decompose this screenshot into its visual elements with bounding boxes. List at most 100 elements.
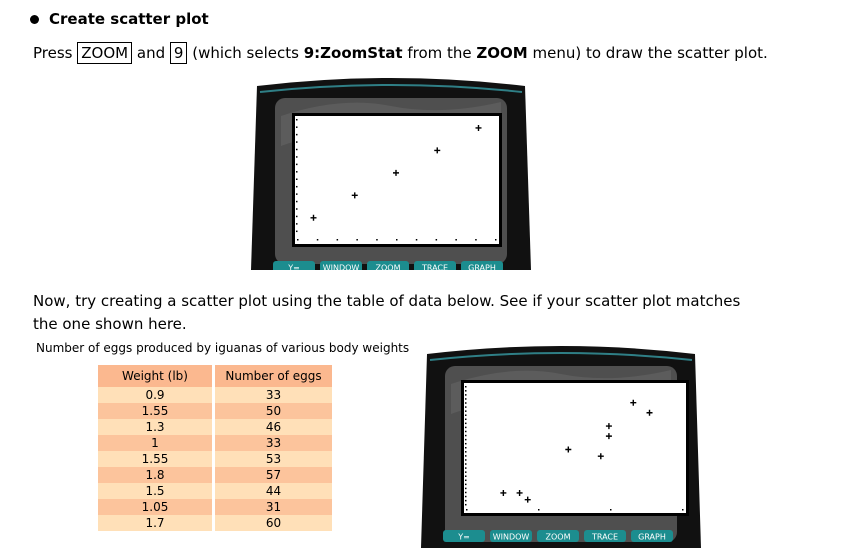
y-axis-tick [465,447,467,449]
header-weight: Weight (lb) [98,365,215,387]
data-point [597,453,604,460]
calc-key-label: TRACE [421,264,448,271]
y-axis-tick [465,398,467,400]
bullet-icon [30,14,39,24]
y-axis-tick [465,487,467,490]
eggs-cell: 33 [213,435,332,451]
y-axis-tick [465,451,467,453]
menu-item-name: 9:ZoomStat [303,44,403,62]
weight-cell: 1.55 [98,451,215,467]
y-axis-tick [296,193,298,195]
x-axis-tick [415,239,418,241]
calc-key [443,530,485,542]
y-axis-tick [296,163,298,166]
y-axis-tick [296,141,298,143]
data-point [565,446,572,453]
y-axis-tick [465,410,467,412]
x-axis-tick [396,239,398,241]
calc-key-label: WINDOW [323,264,360,271]
y-axis-tick [465,414,467,416]
data-point [646,409,653,416]
calc-key-label: ZOOM [546,533,571,542]
y-axis-tick [296,200,298,203]
x-axis-tick [475,239,477,241]
menu-name: ZOOM [476,44,528,62]
y-axis-tick [465,438,467,441]
x-axis-tick [356,239,358,241]
eggs-cell: 60 [213,515,332,531]
data-point [605,423,612,430]
table-row: 1.55 53 [98,451,332,467]
x-axis-tick [297,239,299,241]
y-axis-tick [465,406,467,408]
calc-key [461,261,503,270]
weight-cell: 1.05 [98,499,215,515]
y-axis-tick [465,475,467,477]
data-point [524,496,531,503]
data-point [500,489,507,496]
y-axis-tick [465,386,467,388]
y-axis-tick [465,463,467,465]
weight-cell: 1.55 [98,403,215,419]
y-axis-tick [296,215,298,218]
from-the-text: from the [407,44,472,62]
x-axis-tick [316,239,319,241]
y-axis-tick [465,418,467,421]
weight-cell: 0.9 [98,387,215,403]
data-point [475,124,482,131]
y-axis-tick [465,471,467,473]
data-point [351,192,358,199]
instruction-rest: menu) to draw the scatter plot. [532,44,768,62]
data-point [310,214,317,221]
calc-key-label: ZOOM [376,264,401,271]
scatter-plot-2 [465,386,684,511]
x-axis-tick [435,239,438,241]
y-axis-tick [465,390,467,392]
calc-key-label: GRAPH [638,533,666,542]
x-axis-tick [610,509,612,511]
y-axis-tick [296,208,298,210]
x-axis-tick [538,509,540,511]
table-row: 0.9 33 [98,387,332,403]
y-axis-tick [296,133,298,136]
y-axis-tick [465,499,467,502]
calculator-screen-2: Y= WINDOW ZOOM TRACE GRAPH [421,346,701,548]
y-axis-tick [296,119,298,121]
press-word: Press [33,44,73,62]
table-row: 1.7 60 [98,515,332,531]
y-axis-tick [465,503,467,506]
data-point [630,399,637,406]
calculator-keys-1: Y= WINDOW ZOOM TRACE GRAPH [273,261,503,270]
zoom-key-label: ZOOM [77,42,133,64]
calc-key-label: WINDOW [493,533,530,542]
calc-key-label: Y= [287,264,300,271]
y-axis-tick [296,230,298,233]
instruction-paragraph: Now, try creating a scatter plot using t… [33,292,741,333]
y-axis-tick [465,483,467,486]
table-header-row: Weight (lb) Number of eggs [98,365,332,387]
header-eggs: Number of eggs [213,365,332,387]
y-axis-tick [296,148,298,151]
x-axis-tick [455,239,457,241]
calc-key [584,530,626,542]
calc-key [414,261,456,270]
table-row: 1.55 50 [98,403,332,419]
scatter-plot-1 [296,119,497,241]
paren-open-text: (which selects [192,44,299,62]
table-row: 1.3 46 [98,419,332,435]
calc-key-label: TRACE [591,533,618,542]
nine-key-label: 9 [169,42,188,64]
section-heading: Create scatter plot [49,10,209,28]
data-table: Weight (lb) Number of eggs 0.9 33 1.55 50 1.… [98,365,332,531]
y-axis-tick [296,185,298,188]
calc-key [537,530,579,542]
calc-key-label: GRAPH [468,264,496,271]
y-axis-tick [465,491,467,494]
x-axis-tick [495,239,497,241]
data-point [434,147,441,154]
y-axis-tick [296,156,298,158]
y-axis-tick [465,479,467,482]
y-axis-tick [296,223,298,225]
table-row: 1.05 31 [98,499,332,515]
calc-key [490,530,532,542]
